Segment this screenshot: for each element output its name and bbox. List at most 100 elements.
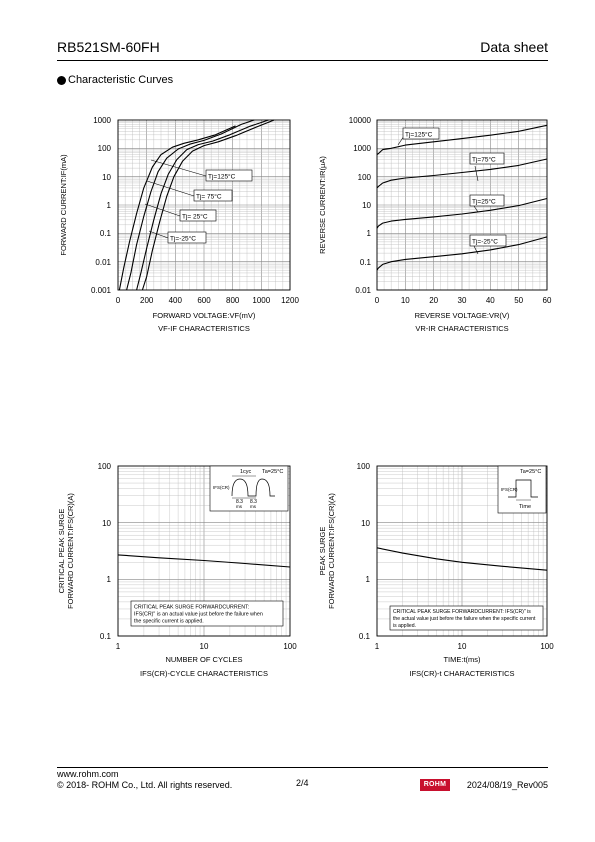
footer-url[interactable]: www.rohm.com bbox=[57, 769, 119, 779]
series-label: Tj=-25°C bbox=[472, 238, 498, 246]
chart-title: VF-IF CHARACTERISTICS bbox=[158, 324, 250, 333]
y-axis-label: PEAK SURGE bbox=[318, 527, 327, 576]
series-line bbox=[136, 119, 269, 291]
tick-label: 10 bbox=[362, 201, 371, 210]
tick-label: 0.01 bbox=[355, 286, 371, 295]
series-line bbox=[117, 554, 291, 568]
chart1-x-ticks: 0 200 400 600 800 1000 1200 bbox=[116, 296, 300, 305]
tick-label: 400 bbox=[169, 296, 183, 305]
tick-label: 10 bbox=[458, 642, 467, 651]
chart2-series bbox=[376, 124, 548, 271]
footer-copyright: © 2018- ROHM Co., Ltd. All rights reserv… bbox=[57, 780, 233, 790]
tick-label: 10 bbox=[361, 519, 370, 528]
inset-label: IFS(CR) bbox=[501, 487, 518, 492]
tick-label: 40 bbox=[486, 296, 495, 305]
tick-label: 1000 bbox=[93, 116, 111, 125]
tick-label: 60 bbox=[543, 296, 552, 305]
tick-label: 1000 bbox=[252, 296, 270, 305]
tick-label: 0.1 bbox=[100, 632, 112, 641]
y-axis-label: FORWARD CURRENT:IFS(CR)(A) bbox=[327, 493, 336, 609]
tick-label: 1000 bbox=[353, 144, 371, 153]
tick-label: 10000 bbox=[349, 116, 372, 125]
revision-date: 2024/08/19_Rev005 bbox=[466, 780, 548, 790]
part-number: RB521SM-60FH bbox=[57, 39, 160, 55]
chart2-frame bbox=[376, 119, 548, 291]
tick-label: 0 bbox=[116, 296, 121, 305]
series-line bbox=[118, 125, 236, 291]
series-line bbox=[376, 124, 548, 156]
tick-label: 100 bbox=[540, 642, 554, 651]
inset-label: IFS(CR) bbox=[213, 485, 230, 490]
note-line: the specific current is applied. bbox=[134, 619, 204, 625]
tick-label: 1200 bbox=[281, 296, 299, 305]
series-label: Tj= 75°C bbox=[196, 193, 222, 201]
tick-label: 100 bbox=[98, 462, 112, 471]
footer-rule bbox=[57, 767, 548, 768]
header-rule bbox=[57, 60, 548, 61]
tick-label: 0.001 bbox=[91, 286, 112, 295]
chart4-x-ticks: 1 10 100 bbox=[375, 642, 554, 651]
inset-label: ms bbox=[236, 504, 243, 509]
tick-label: 50 bbox=[514, 296, 523, 305]
series-line bbox=[376, 236, 548, 271]
series-label: Tj= 25°C bbox=[182, 213, 208, 221]
chart3-y-ticks: 100 10 1 0.1 bbox=[98, 462, 112, 641]
tick-label: 1 bbox=[366, 575, 371, 584]
tick-label: 0.1 bbox=[100, 229, 112, 238]
chart1-series bbox=[118, 119, 275, 291]
tick-label: 30 bbox=[458, 296, 467, 305]
chart4-inset: Ta=25°C IFS(CR) Time bbox=[497, 465, 547, 514]
tick-label: 1 bbox=[107, 201, 112, 210]
chart1-frame bbox=[117, 119, 291, 291]
tick-label: 0.1 bbox=[360, 258, 372, 267]
tick-label: 10 bbox=[102, 173, 111, 182]
series-line bbox=[376, 158, 548, 189]
series-line bbox=[376, 547, 548, 571]
inset-label: ms bbox=[250, 504, 257, 509]
x-axis-label: FORWARD VOLTAGE:VF(mV) bbox=[153, 311, 256, 320]
doc-type: Data sheet bbox=[480, 39, 548, 55]
tick-label: 100 bbox=[283, 642, 297, 651]
chart-ifs-t: 100 10 1 0.1 1 10 100 TIME:t(ms) IFS(CR)… bbox=[318, 462, 554, 678]
bullet-icon bbox=[57, 76, 66, 85]
y-axis-label: FORWARD CURRENT:IF(mA) bbox=[59, 154, 68, 256]
tick-label: 1 bbox=[375, 642, 380, 651]
chart-title: IFS(CR)-CYCLE CHARACTERISTICS bbox=[140, 669, 268, 678]
tick-label: 1 bbox=[116, 642, 121, 651]
chart-vr-ir: 10000 1000 100 10 1 0.1 0.01 0 10 20 30 … bbox=[318, 116, 552, 333]
chart-title: IFS(CR)-t CHARACTERISTICS bbox=[410, 669, 515, 678]
series-label: Tj=125°C bbox=[405, 131, 433, 139]
tick-label: 200 bbox=[140, 296, 154, 305]
inset-label: 8.3 bbox=[236, 499, 243, 505]
note-line: the actual value just before the failure… bbox=[393, 616, 536, 622]
rohm-logo: ROHM bbox=[420, 779, 450, 791]
tick-label: 800 bbox=[226, 296, 240, 305]
note-line: CRITICAL PEAK SURGE FORWARDCURRENT: bbox=[134, 605, 249, 611]
inset-label: 8.3 bbox=[250, 499, 257, 505]
tick-label: 0.1 bbox=[359, 632, 371, 641]
chart-title: VR-IR CHARACTERISTICS bbox=[415, 324, 508, 333]
tick-label: 0 bbox=[375, 296, 380, 305]
series-label: Tj=125°C bbox=[208, 173, 236, 181]
y-axis-label: CRITICAL PEAK SURGE bbox=[57, 509, 66, 594]
tick-label: 1 bbox=[367, 229, 372, 238]
y-axis-label: REVERSE CURRENT:IR(μA) bbox=[318, 156, 327, 254]
tick-label: 600 bbox=[197, 296, 211, 305]
series-line bbox=[141, 119, 275, 291]
series-line bbox=[376, 197, 548, 229]
x-axis-label: TIME:t(ms) bbox=[443, 655, 481, 664]
chart1-y-ticks: 1000 100 10 1 0.1 0.01 0.001 bbox=[91, 116, 112, 295]
inset-label: Time bbox=[519, 504, 531, 510]
chart3-series bbox=[117, 554, 291, 568]
series-label: Tj=75°C bbox=[472, 156, 496, 164]
y-axis-label: FORWARD CURRENT:IFS(CR)(A) bbox=[66, 493, 75, 609]
tick-label: 20 bbox=[429, 296, 438, 305]
x-axis-label: NUMBER OF CYCLES bbox=[165, 655, 242, 664]
chart3-frame bbox=[117, 465, 291, 637]
chart2-y-ticks: 10000 1000 100 10 1 0.1 0.01 bbox=[349, 116, 372, 295]
tick-label: 10 bbox=[102, 519, 111, 528]
chart1-callouts: Tj=125°C Tj= 75°C Tj= 25°C Tj=-25°C bbox=[144, 159, 253, 244]
x-axis-label: REVERSE VOLTAGE:VR(V) bbox=[415, 311, 510, 320]
tick-label: 100 bbox=[358, 173, 372, 182]
